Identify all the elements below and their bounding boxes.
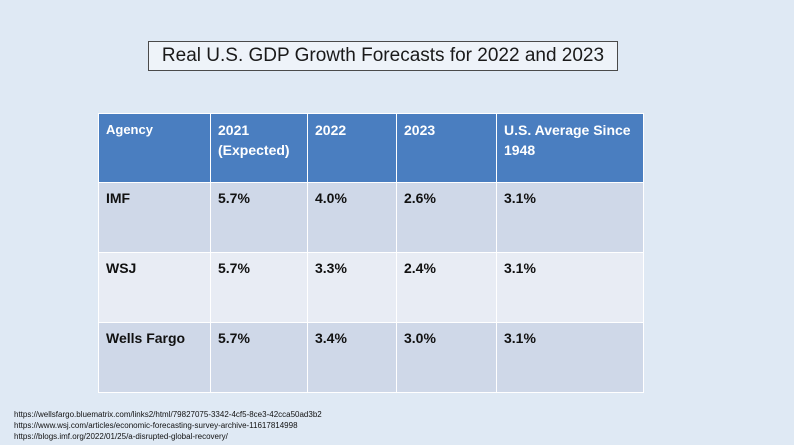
cell-us-average: 3.1% xyxy=(496,252,644,323)
header-agency: Agency xyxy=(98,113,211,183)
table-row: IMF 5.7% 4.0% 2.6% 3.1% xyxy=(98,182,644,253)
table-row: Wells Fargo 5.7% 3.4% 3.0% 3.1% xyxy=(98,322,644,393)
cell-agency: WSJ xyxy=(98,252,211,323)
cell-us-average: 3.1% xyxy=(496,182,644,253)
cell-2022: 3.4% xyxy=(307,322,397,393)
header-2021-year: 2021 xyxy=(218,122,250,138)
header-2021-expected: (Expected) xyxy=(218,142,290,158)
cell-2023: 2.6% xyxy=(396,182,497,253)
cell-agency: IMF xyxy=(98,182,211,253)
slide-title: Real U.S. GDP Growth Forecasts for 2022 … xyxy=(148,41,618,71)
gdp-forecast-table: Agency 2021 (Expected) 2022 2023 U.S. Ave… xyxy=(98,113,644,393)
header-2022: 2022 xyxy=(307,113,397,183)
cell-2021: 5.7% xyxy=(210,182,308,253)
table-row: WSJ 5.7% 3.3% 2.4% 3.1% xyxy=(98,252,644,323)
source-links: https://wellsfargo.bluematrix.com/links2… xyxy=(14,409,322,442)
source-link-imf[interactable]: https://blogs.imf.org/2022/01/25/a-disru… xyxy=(14,432,228,441)
source-link-wsj[interactable]: https://www.wsj.com/articles/economic-fo… xyxy=(14,421,298,430)
table-header-row: Agency 2021 (Expected) 2022 2023 U.S. Ave… xyxy=(98,113,644,183)
header-2023: 2023 xyxy=(396,113,497,183)
cell-2023: 2.4% xyxy=(396,252,497,323)
cell-agency: Wells Fargo xyxy=(98,322,211,393)
header-us-average: U.S. Average Since 1948 xyxy=(496,113,644,183)
cell-2022: 3.3% xyxy=(307,252,397,323)
cell-2023: 3.0% xyxy=(396,322,497,393)
source-link-wellsfargo[interactable]: https://wellsfargo.bluematrix.com/links2… xyxy=(14,410,322,419)
cell-us-average: 3.1% xyxy=(496,322,644,393)
cell-2022: 4.0% xyxy=(307,182,397,253)
cell-2021: 5.7% xyxy=(210,322,308,393)
header-2021: 2021 (Expected) xyxy=(210,113,308,183)
cell-2021: 5.7% xyxy=(210,252,308,323)
